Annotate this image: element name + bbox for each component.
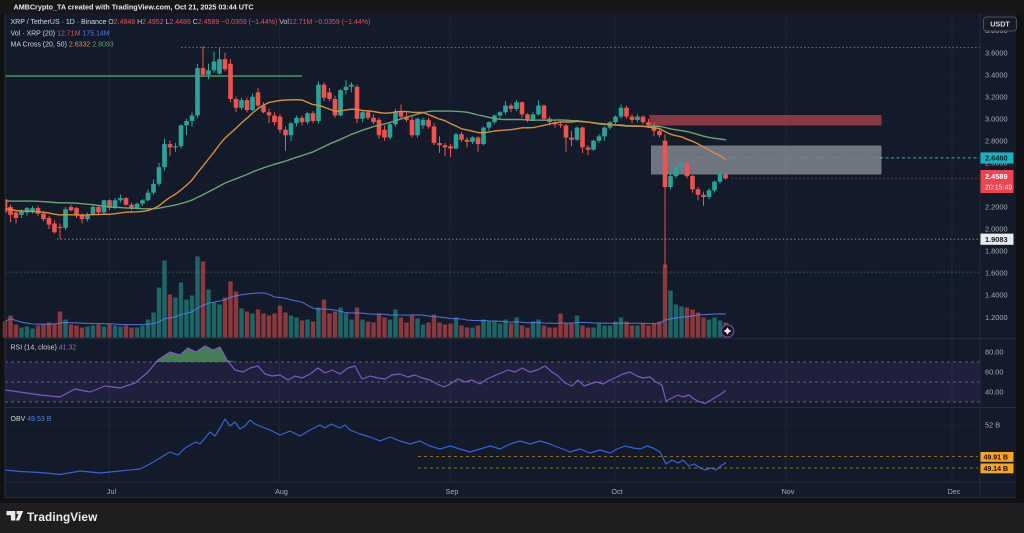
- svg-text:49.14 B: 49.14 B: [984, 466, 1009, 473]
- svg-text:Aug: Aug: [275, 487, 288, 496]
- svg-text:XRP / TetherUS · 1D · Binance: XRP / TetherUS · 1D · Binance O2.4948 H2…: [11, 19, 371, 26]
- svg-text:1.8000: 1.8000: [985, 247, 1008, 256]
- svg-text:3.4000: 3.4000: [985, 70, 1008, 79]
- svg-text:Oct: Oct: [611, 487, 622, 496]
- svg-text:2.2000: 2.2000: [985, 203, 1008, 212]
- svg-text:80.00: 80.00: [985, 348, 1004, 357]
- svg-text:2.6460: 2.6460: [985, 154, 1008, 163]
- svg-text:Jul: Jul: [107, 487, 117, 496]
- svg-text:Dec: Dec: [948, 487, 961, 496]
- svg-text:Vol · XRP (20) 12.71M 175.14M: Vol · XRP (20) 12.71M 175.14M: [11, 31, 110, 38]
- svg-text:Nov: Nov: [782, 487, 795, 496]
- svg-text:2.8000: 2.8000: [985, 136, 1008, 145]
- svg-text:49.91 B: 49.91 B: [984, 454, 1009, 461]
- svg-text:1.2000: 1.2000: [985, 313, 1008, 322]
- svg-text:USDT: USDT: [990, 19, 1010, 28]
- svg-text:MA Cross (20, 50) 2.6332 2.809: MA Cross (20, 50) 2.6332 2.8093: [11, 42, 114, 49]
- svg-text:20:15:49: 20:15:49: [985, 185, 1012, 192]
- svg-text:2.0000: 2.0000: [985, 225, 1008, 234]
- svg-text:TradingView: TradingView: [27, 510, 98, 524]
- svg-text:3.2000: 3.2000: [985, 92, 1008, 101]
- svg-text:52 B: 52 B: [985, 421, 1000, 430]
- svg-text:60.00: 60.00: [985, 368, 1004, 377]
- svg-text:3.0000: 3.0000: [985, 114, 1008, 123]
- svg-text:1.6000: 1.6000: [985, 269, 1008, 278]
- svg-text:2.4589: 2.4589: [985, 172, 1008, 181]
- svg-text:3.6000: 3.6000: [985, 48, 1008, 57]
- svg-text:OBV 49.53 B: OBV 49.53 B: [11, 416, 52, 423]
- svg-text:1.9083: 1.9083: [985, 235, 1008, 244]
- svg-text:40.00: 40.00: [985, 388, 1004, 397]
- svg-text:AMBCrypto_TA created with Trad: AMBCrypto_TA created with TradingView.co…: [14, 3, 254, 12]
- svg-text:RSI (14, close) 41.32: RSI (14, close) 41.32: [11, 345, 77, 352]
- svg-text:1.4000: 1.4000: [985, 291, 1008, 300]
- svg-text:Sep: Sep: [446, 487, 459, 496]
